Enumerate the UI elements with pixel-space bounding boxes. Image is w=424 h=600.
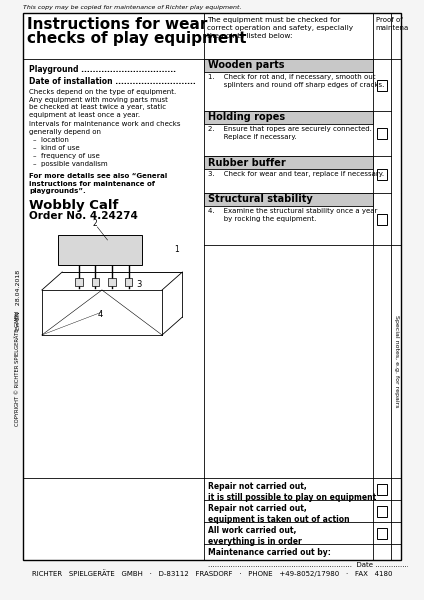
Text: Intervals for maintenance work and checks
generally depend on: Intervals for maintenance work and check… bbox=[29, 121, 180, 135]
Text: Wobbly Calf: Wobbly Calf bbox=[29, 199, 118, 212]
Text: For more details see also “General
instructions for maintenance of
playgrounds”.: For more details see also “General instr… bbox=[29, 173, 167, 194]
Bar bbox=[377, 506, 387, 517]
Bar bbox=[204, 156, 373, 169]
Text: All work carried out,
everything is in order: All work carried out, everything is in o… bbox=[208, 526, 302, 547]
Text: 1.    Check for rot and, if necessary, smooth out
       splinters and round off: 1. Check for rot and, if necessary, smoo… bbox=[208, 74, 385, 88]
Text: –  location: – location bbox=[33, 137, 68, 143]
Text: ................................................................  Date .........: ........................................… bbox=[208, 562, 424, 568]
Text: En-EN   28.04.2018: En-EN 28.04.2018 bbox=[16, 270, 21, 330]
Bar bbox=[377, 128, 387, 139]
Bar bbox=[204, 59, 373, 72]
Bar bbox=[377, 214, 387, 225]
Text: Order No. 4.24274: Order No. 4.24274 bbox=[29, 211, 138, 221]
Text: –  frequency of use: – frequency of use bbox=[33, 153, 99, 159]
Bar bbox=[59, 235, 142, 265]
Text: Special notes, e.g. for repairs: Special notes, e.g. for repairs bbox=[393, 315, 399, 408]
Text: RICHTER   SPIELGERÄTE   GMBH   ·   D-83112   FRASDORF   ·   PHONE   +49-8052/179: RICHTER SPIELGERÄTE GMBH · D-83112 FRASD… bbox=[32, 569, 392, 577]
Text: 4: 4 bbox=[98, 310, 103, 319]
Bar bbox=[204, 111, 373, 124]
Text: Rubber buffer: Rubber buffer bbox=[208, 157, 286, 167]
Text: Playground .................................: Playground .............................… bbox=[29, 65, 176, 74]
Text: Maintenance carried out by:: Maintenance carried out by: bbox=[208, 548, 331, 557]
Text: COPYRIGHT © RICHTER SPIELGERÄTE GMBH: COPYRIGHT © RICHTER SPIELGERÄTE GMBH bbox=[15, 311, 20, 426]
Bar bbox=[204, 193, 373, 206]
Polygon shape bbox=[134, 235, 167, 257]
Text: 4.    Examine the structural stability once a year
       by rocking the equipme: 4. Examine the structural stability once… bbox=[208, 208, 378, 222]
Text: Holding ropes: Holding ropes bbox=[208, 113, 285, 122]
Bar bbox=[377, 169, 387, 180]
Text: 3: 3 bbox=[136, 280, 142, 289]
Bar bbox=[92, 278, 99, 286]
Text: Structural stability: Structural stability bbox=[208, 194, 313, 205]
Polygon shape bbox=[149, 229, 160, 241]
Text: This copy may be copied for maintenance of Richter play equipment.: This copy may be copied for maintenance … bbox=[23, 5, 242, 10]
Bar bbox=[377, 528, 387, 539]
Text: 1: 1 bbox=[175, 245, 179, 253]
Text: Repair not carried out,
equipment is taken out of action: Repair not carried out, equipment is tak… bbox=[208, 504, 350, 524]
Text: The equipment must be checked for
correct operation and safety, especially
the p: The equipment must be checked for correc… bbox=[207, 17, 354, 39]
Text: Date of installation ............................: Date of installation ...................… bbox=[29, 77, 195, 86]
Text: –  kind of use: – kind of use bbox=[33, 145, 79, 151]
Text: 2.    Ensure that ropes are securely connected.
       Replace if necessary.: 2. Ensure that ropes are securely connec… bbox=[208, 126, 372, 140]
Bar bbox=[377, 484, 387, 495]
Text: –  possible vandalism: – possible vandalism bbox=[33, 161, 107, 167]
Bar bbox=[75, 278, 83, 286]
Text: 2: 2 bbox=[92, 218, 97, 227]
Text: Wooden parts: Wooden parts bbox=[208, 61, 285, 70]
Text: Proof of
maintenance: Proof of maintenance bbox=[376, 17, 421, 31]
Text: 3.    Check for wear and tear, replace if necessary.: 3. Check for wear and tear, replace if n… bbox=[208, 171, 385, 177]
Bar bbox=[109, 278, 116, 286]
Text: Checks depend on the type of equipment.
Any equipment with moving parts must
be : Checks depend on the type of equipment. … bbox=[29, 89, 176, 118]
Bar bbox=[377, 80, 387, 91]
Bar bbox=[125, 278, 132, 286]
Text: Repair not carried out,
it is still possible to play on equipment: Repair not carried out, it is still poss… bbox=[208, 482, 377, 502]
Text: Instructions for wear: Instructions for wear bbox=[27, 17, 207, 32]
Text: checks of play equipment: checks of play equipment bbox=[27, 31, 246, 46]
